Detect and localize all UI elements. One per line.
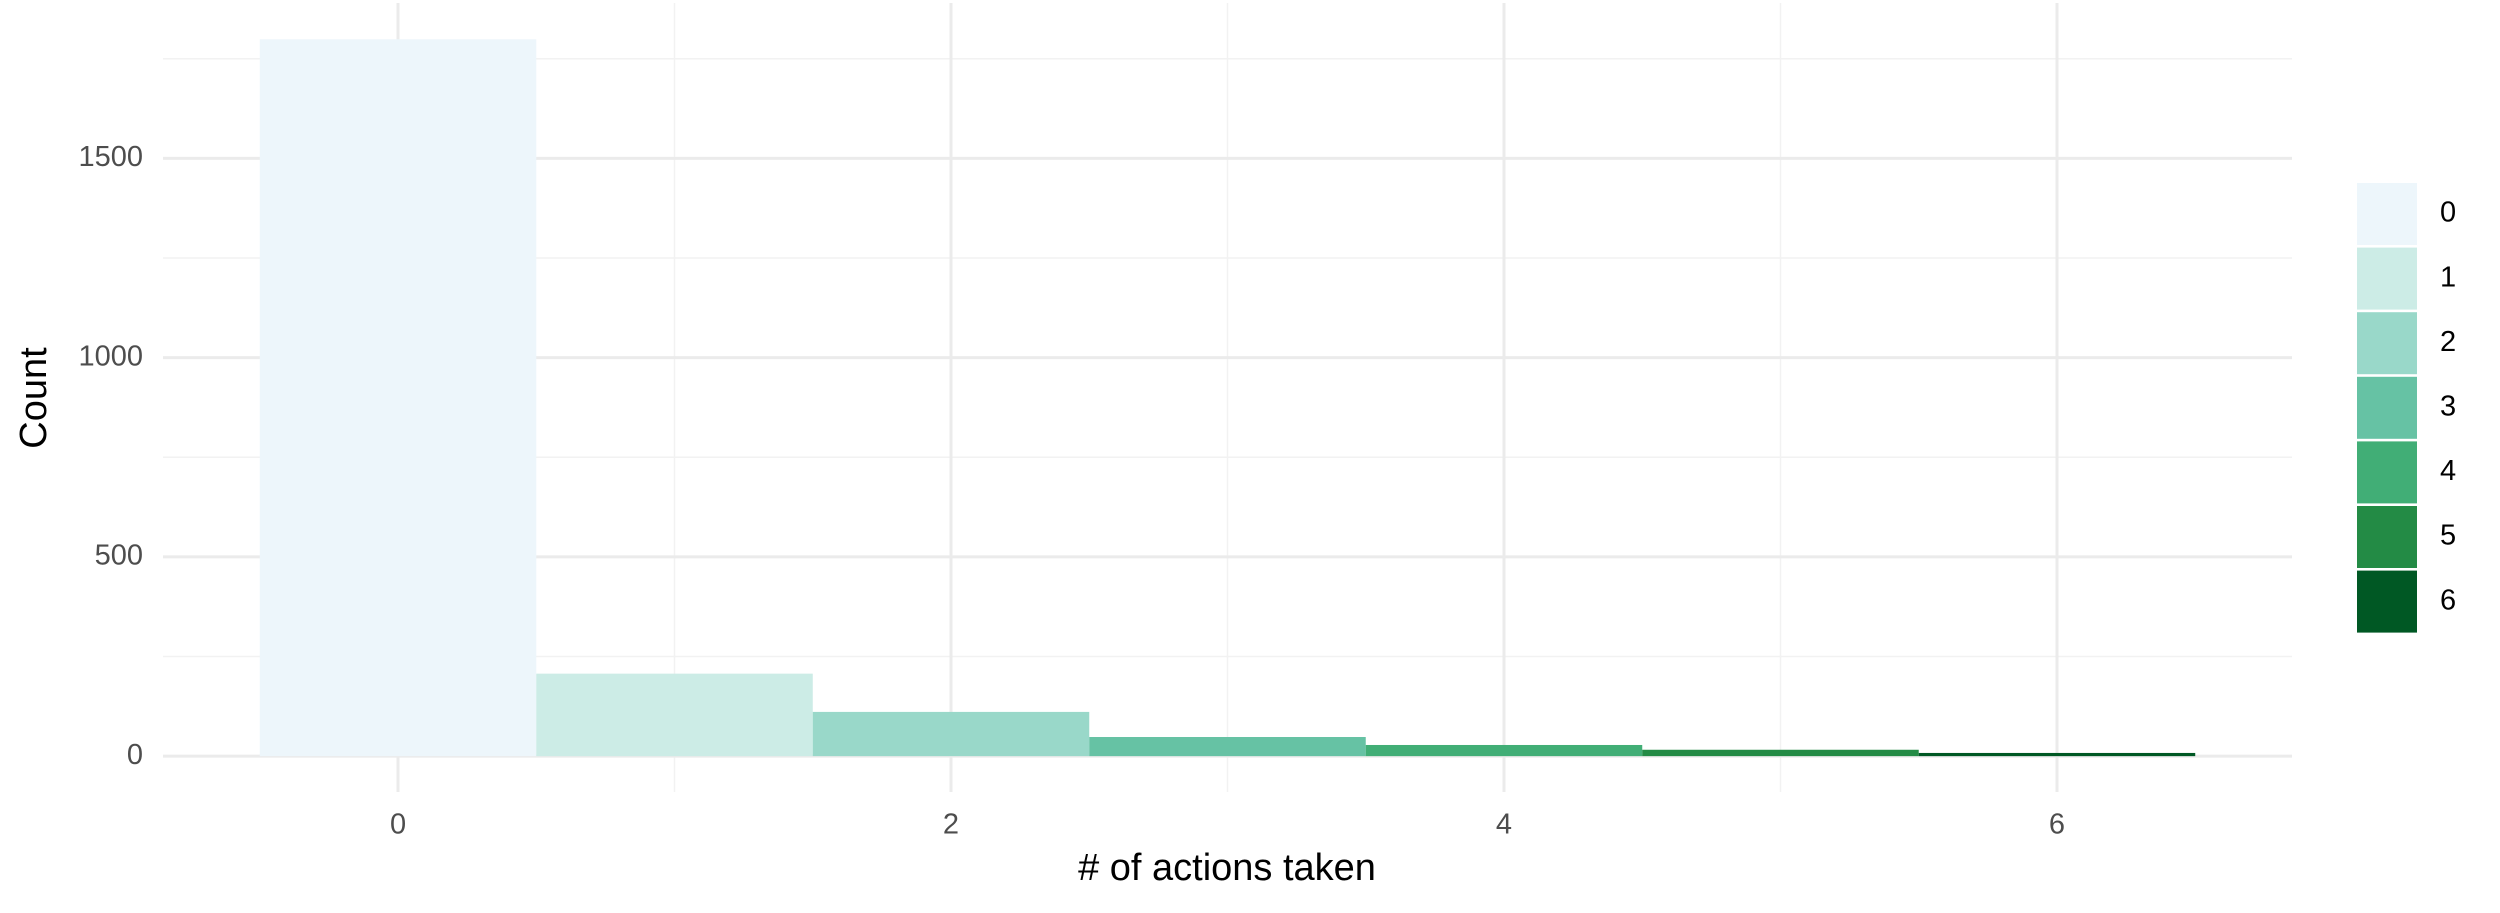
x-tick-label: 0: [390, 809, 406, 841]
legend-key: [2357, 441, 2417, 504]
legend-label: 0: [2440, 197, 2456, 229]
legend-label: 5: [2440, 520, 2456, 552]
x-tick-label: 4: [1496, 809, 1512, 841]
legend-label: 2: [2440, 326, 2456, 358]
bar: [1918, 752, 2196, 757]
y-tick-label: 1500: [78, 141, 143, 173]
x-tick-label: 2: [943, 809, 959, 841]
y-tick-label: 0: [127, 739, 143, 771]
legend-key: [2357, 247, 2417, 310]
legend-key: [2357, 312, 2417, 375]
bar: [259, 39, 537, 757]
bar: [812, 711, 1090, 757]
bar: [1642, 749, 1919, 757]
bar: [1089, 737, 1366, 757]
legend-key: [2357, 376, 2417, 439]
y-axis-title: Count: [13, 347, 55, 449]
y-tick-label: 500: [95, 540, 143, 572]
legend-label: 1: [2440, 261, 2456, 293]
legend-label: 4: [2440, 455, 2456, 487]
legend-key: [2357, 506, 2417, 568]
x-tick-label: 6: [2049, 809, 2065, 841]
legend-label: 3: [2440, 390, 2456, 422]
legend-label: 6: [2440, 584, 2456, 616]
legend-key: [2357, 183, 2417, 245]
x-axis-title: # of actions taken: [1078, 847, 1376, 889]
y-tick-label: 1000: [78, 340, 143, 372]
legend-key: [2357, 570, 2417, 633]
bar: [536, 673, 813, 757]
bar: [1365, 744, 1643, 757]
